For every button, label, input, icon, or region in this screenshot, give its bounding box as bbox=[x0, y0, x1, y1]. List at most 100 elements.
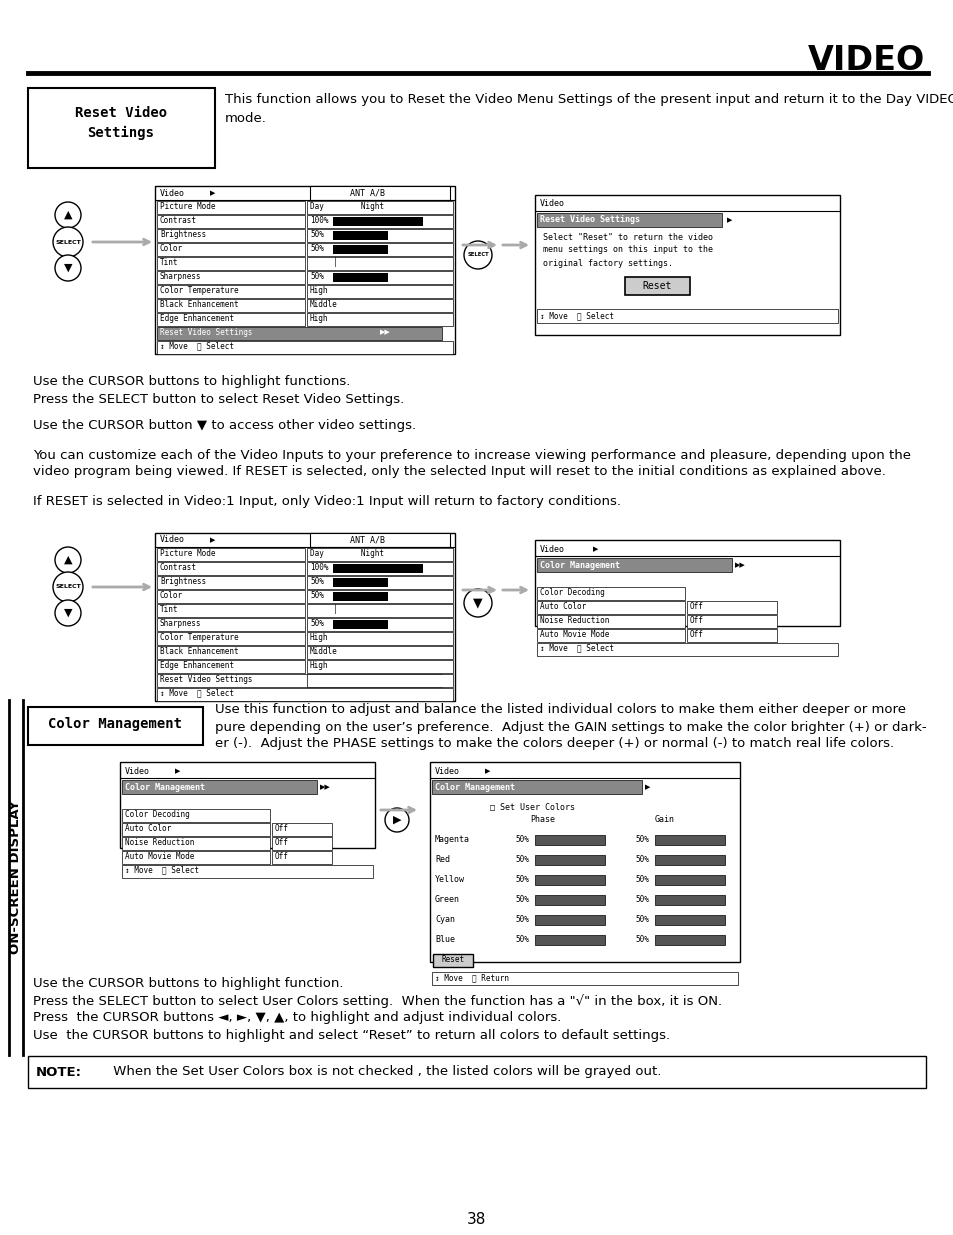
Bar bbox=[655, 835, 724, 845]
Bar bbox=[655, 876, 724, 885]
Bar bbox=[432, 781, 641, 794]
Bar bbox=[388, 245, 422, 254]
Text: ▶: ▶ bbox=[210, 190, 215, 196]
Bar bbox=[157, 312, 305, 326]
Text: Tint: Tint bbox=[160, 605, 178, 614]
Bar bbox=[307, 562, 453, 576]
Text: Use this function to adjust and balance the listed individual colors to make the: Use this function to adjust and balance … bbox=[214, 704, 905, 716]
Text: This function allows you to Reset the Video Menu Settings of the present input a: This function allows you to Reset the Vi… bbox=[225, 94, 953, 106]
Bar bbox=[28, 88, 214, 168]
Text: Settings: Settings bbox=[88, 126, 154, 140]
Text: ▶: ▶ bbox=[593, 546, 598, 552]
Bar bbox=[655, 895, 724, 905]
Text: Off: Off bbox=[689, 616, 703, 625]
Circle shape bbox=[55, 547, 81, 573]
Text: Noise Reduction: Noise Reduction bbox=[125, 837, 194, 847]
Text: 50%: 50% bbox=[635, 935, 648, 945]
Bar bbox=[388, 620, 422, 629]
Text: Green: Green bbox=[435, 895, 459, 904]
Bar bbox=[154, 186, 455, 354]
Text: ANT A/B: ANT A/B bbox=[350, 189, 385, 198]
Text: Off: Off bbox=[274, 837, 289, 847]
Text: Phase: Phase bbox=[530, 815, 555, 825]
Bar bbox=[537, 643, 837, 656]
Text: Use the CURSOR buttons to highlight functions.: Use the CURSOR buttons to highlight func… bbox=[33, 375, 350, 389]
Text: 50%: 50% bbox=[635, 856, 648, 864]
Text: Color Management: Color Management bbox=[539, 561, 619, 569]
Bar bbox=[535, 855, 604, 864]
Text: 50%: 50% bbox=[635, 836, 648, 845]
Text: Use the CURSOR button ▼ to access other video settings.: Use the CURSOR button ▼ to access other … bbox=[33, 419, 416, 431]
Text: Cyan: Cyan bbox=[435, 915, 455, 925]
Bar bbox=[157, 646, 305, 659]
Text: ▼: ▼ bbox=[64, 608, 72, 618]
Text: Day        Night: Day Night bbox=[310, 201, 384, 211]
Text: VIDEO: VIDEO bbox=[807, 43, 924, 77]
Circle shape bbox=[55, 254, 81, 282]
Text: Video: Video bbox=[160, 189, 185, 198]
Text: You can customize each of the Video Inputs to your preference to increase viewin: You can customize each of the Video Inpu… bbox=[33, 448, 910, 462]
Text: Magenta: Magenta bbox=[435, 836, 470, 845]
Bar bbox=[537, 629, 684, 642]
Text: 100%: 100% bbox=[310, 216, 328, 225]
Text: Middle: Middle bbox=[310, 647, 337, 656]
Bar bbox=[310, 186, 450, 200]
Circle shape bbox=[55, 203, 81, 228]
Bar bbox=[307, 632, 453, 645]
Text: Reset Video Settings: Reset Video Settings bbox=[160, 674, 253, 684]
Text: ↕ Move  ⓢ Select: ↕ Move ⓢ Select bbox=[160, 342, 233, 351]
Bar bbox=[686, 601, 776, 614]
Text: □ Set User Colors: □ Set User Colors bbox=[490, 803, 575, 811]
Bar bbox=[535, 895, 604, 905]
Text: ▶: ▶ bbox=[726, 217, 732, 224]
Bar bbox=[157, 215, 305, 228]
Bar bbox=[307, 215, 453, 228]
Text: SELECT: SELECT bbox=[55, 240, 81, 245]
Text: 50%: 50% bbox=[310, 577, 323, 585]
Text: Middle: Middle bbox=[310, 300, 337, 309]
Circle shape bbox=[53, 227, 83, 257]
Bar bbox=[157, 285, 305, 298]
Bar bbox=[122, 781, 316, 794]
Text: ↕ Move  ⓢ Return: ↕ Move ⓢ Return bbox=[435, 973, 509, 983]
Text: Video: Video bbox=[160, 536, 185, 545]
Bar bbox=[655, 935, 724, 945]
Text: Off: Off bbox=[689, 630, 703, 638]
Text: Video: Video bbox=[435, 767, 459, 776]
Text: pure depending on the user’s preference.  Adjust the GAIN settings to make the c: pure depending on the user’s preference.… bbox=[214, 720, 925, 734]
Circle shape bbox=[385, 808, 409, 832]
Bar bbox=[307, 576, 453, 589]
Bar bbox=[272, 837, 332, 850]
Bar bbox=[157, 604, 305, 618]
Bar bbox=[157, 341, 453, 354]
Text: Auto Color: Auto Color bbox=[125, 824, 172, 832]
Bar bbox=[307, 257, 453, 270]
Text: Contrast: Contrast bbox=[160, 563, 196, 572]
Bar bbox=[307, 312, 453, 326]
Text: video program being viewed. If RESET is selected, only the selected Input will r: video program being viewed. If RESET is … bbox=[33, 466, 885, 478]
Text: Color Temperature: Color Temperature bbox=[160, 285, 238, 295]
Text: ▼: ▼ bbox=[64, 263, 72, 273]
Text: 50%: 50% bbox=[310, 243, 323, 253]
Text: Auto Movie Mode: Auto Movie Mode bbox=[125, 852, 194, 861]
Bar bbox=[624, 277, 689, 295]
Bar bbox=[388, 592, 422, 601]
Text: Blue: Blue bbox=[435, 935, 455, 945]
Bar bbox=[157, 590, 305, 603]
Text: If RESET is selected in Video:1 Input, only Video:1 Input will return to factory: If RESET is selected in Video:1 Input, o… bbox=[33, 495, 620, 509]
Bar bbox=[157, 228, 305, 242]
Bar bbox=[157, 299, 305, 312]
Bar bbox=[307, 659, 453, 673]
Bar bbox=[307, 674, 453, 687]
Text: Reset Video: Reset Video bbox=[75, 106, 167, 120]
Bar bbox=[157, 270, 305, 284]
Text: ANT A/B: ANT A/B bbox=[350, 536, 385, 545]
Text: Red: Red bbox=[435, 856, 450, 864]
Bar bbox=[120, 762, 375, 848]
Bar bbox=[307, 201, 453, 214]
Bar bbox=[307, 299, 453, 312]
Text: Select "Reset" to return the video: Select "Reset" to return the video bbox=[542, 232, 712, 242]
Bar bbox=[157, 659, 305, 673]
Bar bbox=[535, 876, 604, 885]
Text: Picture Mode: Picture Mode bbox=[160, 201, 215, 211]
